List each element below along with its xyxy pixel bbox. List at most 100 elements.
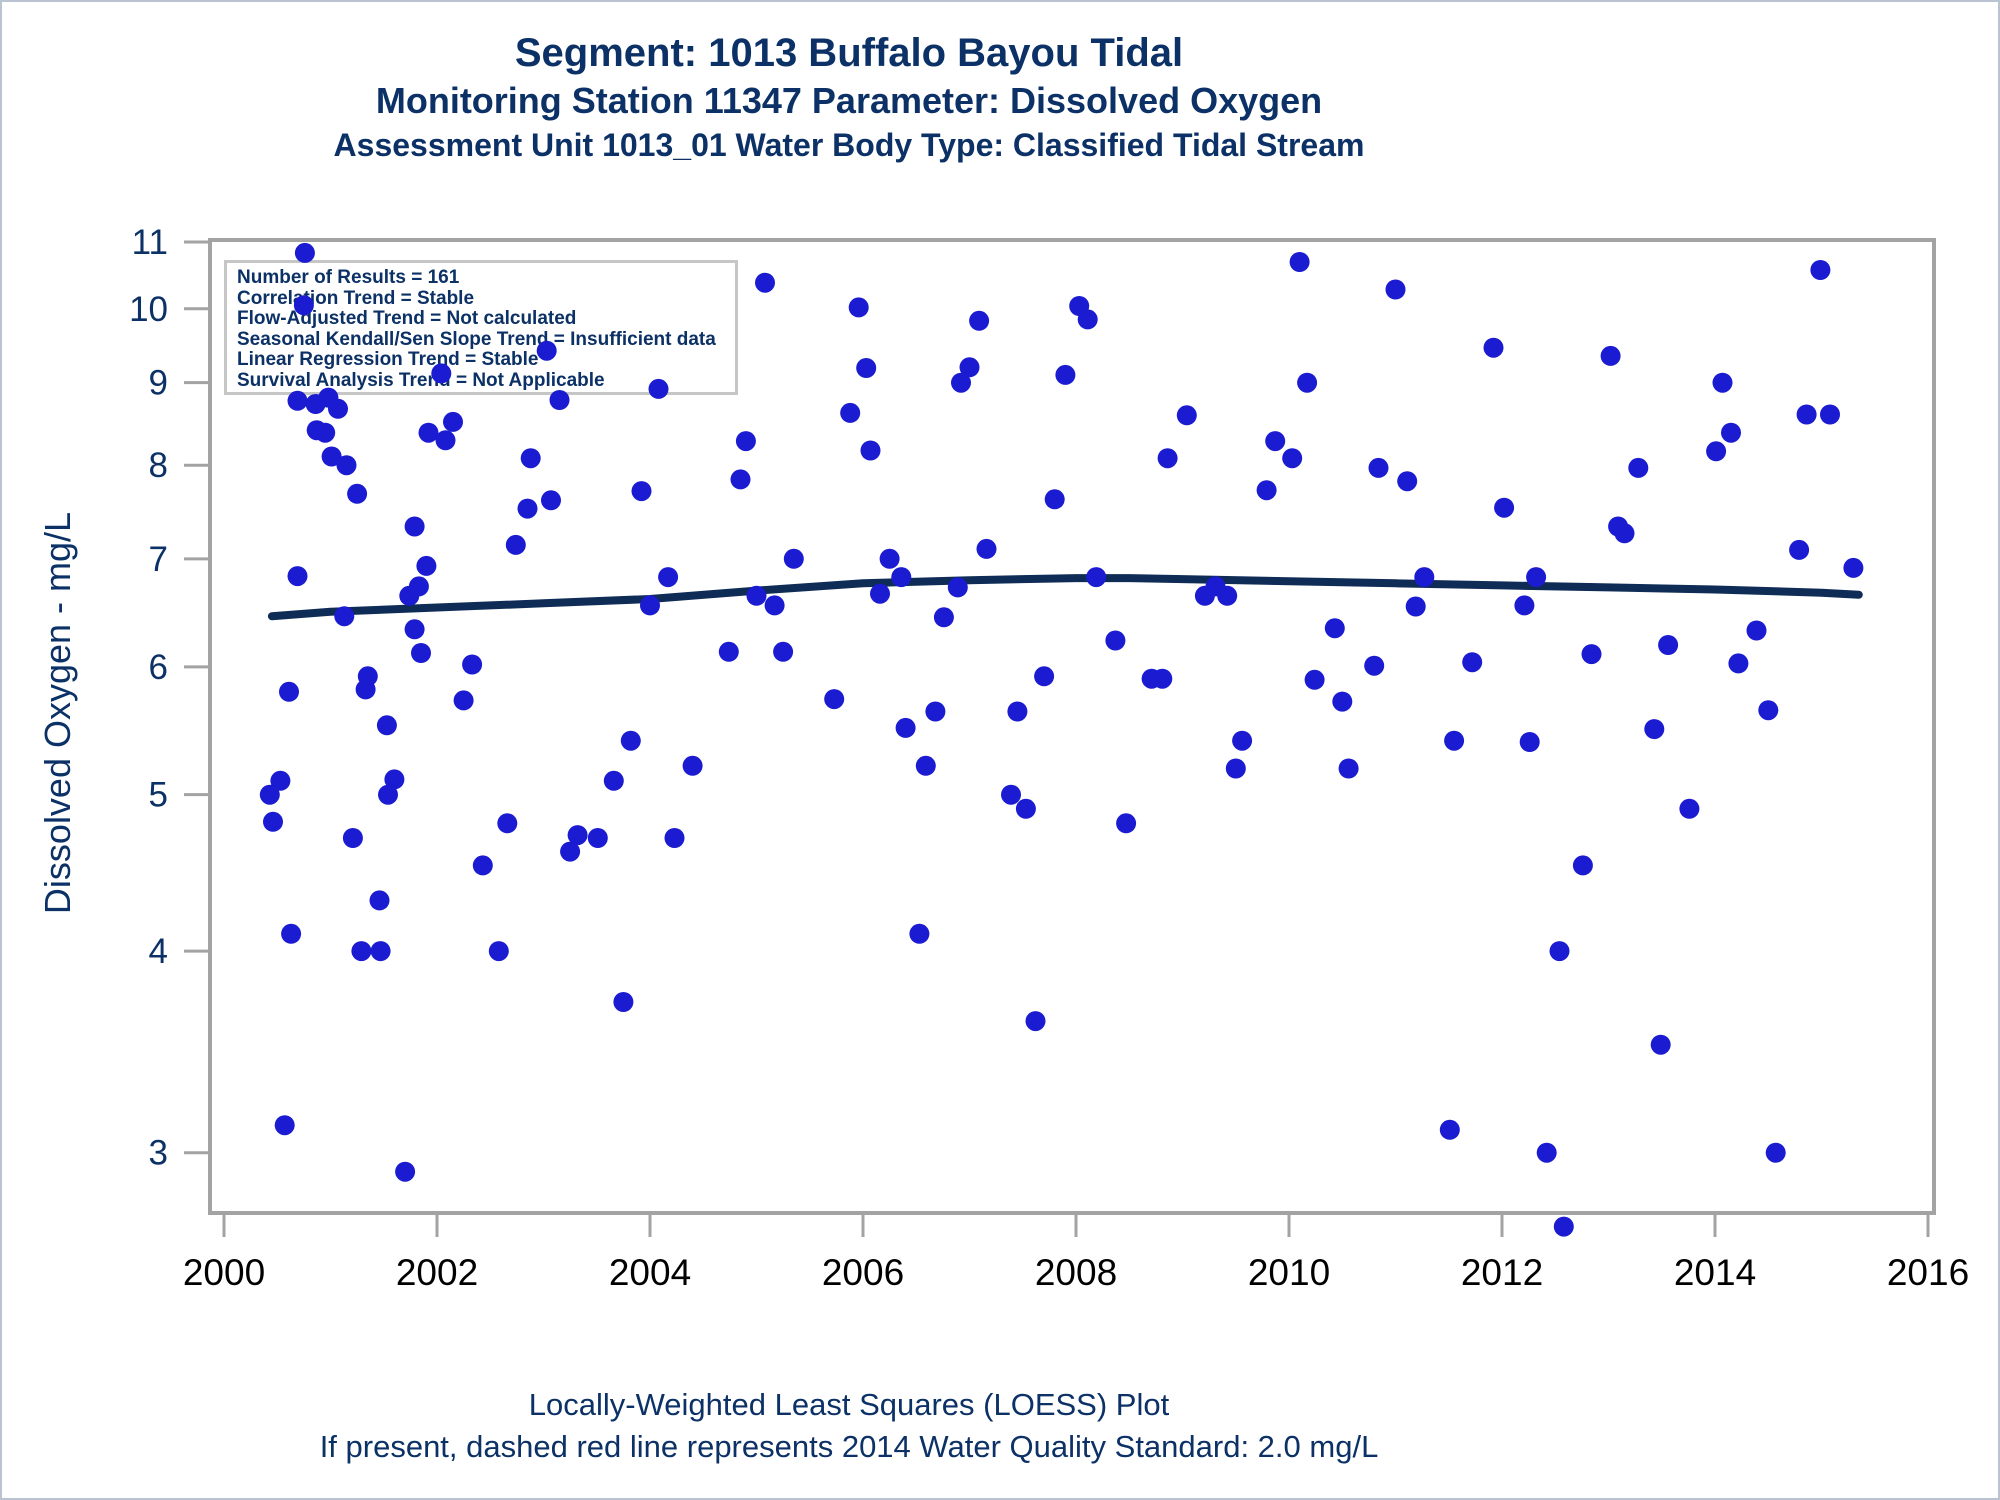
data-point xyxy=(1225,758,1246,779)
data-point xyxy=(1025,1011,1046,1032)
data-point xyxy=(613,992,634,1012)
data-point xyxy=(1758,700,1779,721)
data-point xyxy=(870,583,890,604)
data-point xyxy=(840,402,861,423)
data-point xyxy=(664,828,685,848)
data-point xyxy=(347,483,368,504)
data-point xyxy=(1324,618,1345,639)
x-tick-label: 2000 xyxy=(183,1252,265,1293)
data-point xyxy=(856,358,877,378)
data-point xyxy=(735,431,756,452)
data-point xyxy=(1385,279,1406,300)
data-point xyxy=(378,784,398,805)
data-point xyxy=(453,690,474,711)
data-point xyxy=(658,567,679,588)
data-point xyxy=(746,585,767,606)
data-point xyxy=(536,340,557,361)
data-point xyxy=(1526,567,1547,588)
inset-line-flow-adjusted: Flow-Adjusted Trend = Not calculated xyxy=(237,308,577,329)
data-point xyxy=(294,242,315,263)
data-point xyxy=(1658,635,1679,655)
data-point xyxy=(560,841,581,862)
plot-frame xyxy=(208,238,1936,1215)
x-tick-label: 2006 xyxy=(822,1252,904,1293)
data-point xyxy=(549,390,570,410)
data-point xyxy=(472,855,493,876)
data-point xyxy=(1282,448,1303,469)
data-point xyxy=(925,701,946,722)
data-point xyxy=(1644,719,1665,740)
data-point xyxy=(259,784,280,805)
data-point xyxy=(1116,813,1137,834)
data-point xyxy=(773,641,794,662)
data-point xyxy=(488,941,509,962)
data-point xyxy=(404,619,425,640)
data-point xyxy=(263,811,283,832)
data-point xyxy=(603,770,624,791)
data-point xyxy=(370,941,391,962)
data-point xyxy=(328,398,348,419)
x-tick-label: 2014 xyxy=(1674,1252,1756,1293)
data-point xyxy=(321,446,342,467)
data-point xyxy=(848,297,869,318)
subtitle-station-parameter: Monitoring Station 11347 Parameter: Diss… xyxy=(375,80,1323,121)
data-point xyxy=(631,481,652,502)
data-point xyxy=(1015,798,1036,819)
data-point xyxy=(1553,1216,1574,1237)
data-point xyxy=(587,828,608,848)
data-point xyxy=(1810,260,1831,280)
data-point xyxy=(1712,372,1733,393)
data-point xyxy=(959,357,980,378)
data-point xyxy=(1444,730,1465,751)
data-point xyxy=(879,548,900,569)
data-point xyxy=(384,769,405,790)
data-point xyxy=(1152,668,1173,689)
y-tick-label: 9 xyxy=(149,364,168,403)
data-point xyxy=(517,498,538,519)
data-point xyxy=(1572,855,1593,876)
data-point xyxy=(505,534,526,555)
data-point xyxy=(951,372,971,393)
data-point xyxy=(334,606,355,627)
data-point xyxy=(1514,595,1535,616)
data-point xyxy=(1304,669,1325,690)
data-point xyxy=(351,941,372,962)
data-point xyxy=(640,595,660,616)
data-point xyxy=(418,422,439,443)
data-point xyxy=(1414,567,1435,588)
chart-footnotes: Locally-Weighted Least Squares (LOESS) P… xyxy=(2,1384,1696,1468)
data-point xyxy=(399,585,420,606)
data-point xyxy=(682,755,703,776)
data-point xyxy=(976,538,997,559)
y-tick-label: 7 xyxy=(149,540,168,579)
subtitle-assessment-unit: Assessment Unit 1013_01 Water Body Type:… xyxy=(333,127,1365,163)
data-point xyxy=(404,516,425,537)
y-tick-label: 6 xyxy=(149,648,168,687)
data-point xyxy=(355,679,376,700)
x-tick-label: 2010 xyxy=(1248,1252,1330,1293)
data-point xyxy=(1706,441,1727,462)
data-point xyxy=(1789,539,1810,560)
data-point xyxy=(1614,523,1635,544)
data-point xyxy=(1105,630,1126,651)
data-point xyxy=(541,490,561,511)
data-point xyxy=(1217,585,1238,606)
data-point xyxy=(1232,730,1253,751)
data-point xyxy=(462,654,483,675)
data-point xyxy=(1338,758,1359,779)
y-tick-label: 5 xyxy=(149,776,168,815)
data-point xyxy=(1077,309,1098,330)
y-tick-label: 4 xyxy=(149,932,168,971)
data-point xyxy=(287,390,308,411)
data-point xyxy=(1265,431,1286,452)
data-point xyxy=(395,1161,416,1182)
data-point xyxy=(270,770,291,791)
data-point xyxy=(443,411,463,432)
data-point xyxy=(315,422,336,443)
data-point xyxy=(1581,644,1602,665)
data-point xyxy=(1157,448,1178,469)
data-point xyxy=(1007,701,1028,722)
data-point xyxy=(1746,620,1767,641)
data-point xyxy=(1796,404,1817,425)
